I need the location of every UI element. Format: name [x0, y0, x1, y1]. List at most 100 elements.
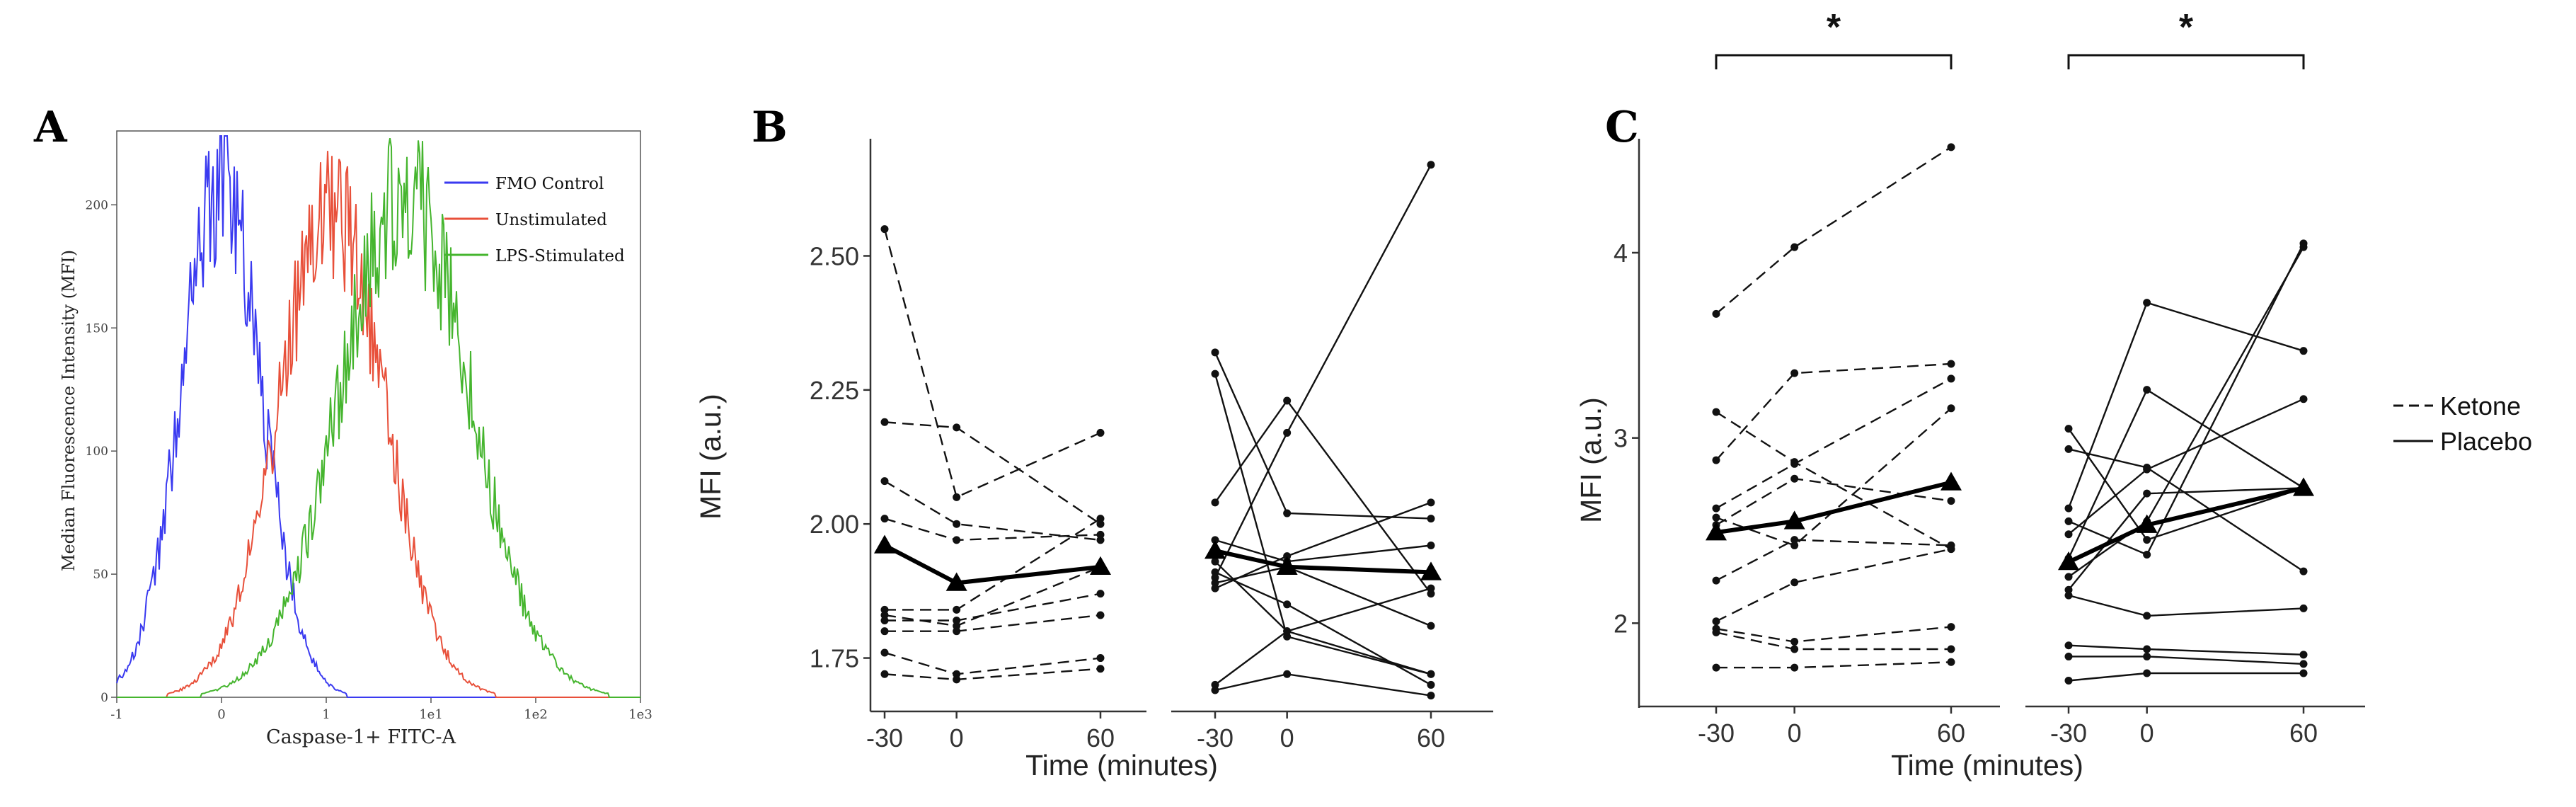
x-tick-label: 0	[1788, 719, 1802, 748]
data-point	[880, 617, 889, 625]
series-line-placebo	[1214, 673, 1432, 697]
legend-label-ketone: Ketone	[2440, 391, 2521, 420]
data-point	[2064, 517, 2073, 525]
mean-marker	[1276, 556, 1298, 576]
y-tick-label: 4	[1614, 239, 1628, 268]
significance-bracket	[2067, 54, 2305, 69]
data-point	[880, 627, 889, 636]
data-point	[880, 225, 889, 234]
x-tick-label: -30	[1698, 719, 1735, 748]
histogram-y-tick-label: 100	[86, 445, 108, 459]
series-line-ketone	[1715, 548, 1952, 622]
x-tick-label: 0	[1280, 723, 1294, 752]
data-point	[2064, 425, 2073, 433]
data-point	[1947, 645, 1955, 653]
series-line-ketone	[1715, 407, 1952, 546]
data-point	[1947, 404, 1955, 413]
histogram-x-tick-label: -1	[110, 707, 123, 722]
data-point	[880, 611, 889, 619]
legend-label-fmo: FMO Control	[495, 175, 604, 193]
data-point	[953, 670, 961, 678]
data-point	[2299, 243, 2308, 251]
histogram-curve-unstimulated	[117, 151, 640, 698]
data-point	[1427, 161, 1435, 169]
data-point	[953, 675, 961, 684]
data-point	[2064, 652, 2073, 660]
data-point	[1211, 498, 1219, 507]
data-point	[1211, 686, 1219, 694]
series-line-ketone	[1715, 477, 1952, 526]
data-point	[953, 605, 961, 614]
data-point	[2143, 669, 2151, 677]
data-point	[2299, 669, 2308, 677]
data-point	[1712, 408, 1720, 416]
group-legend: Ketone Placebo	[2393, 391, 2532, 456]
panel-b-x-axis-label: Time (minutes)	[1025, 749, 1218, 782]
series-line-placebo	[1214, 571, 1432, 686]
data-point	[1211, 348, 1219, 357]
data-point	[2143, 536, 2151, 544]
mean-marker	[874, 534, 895, 554]
y-tick-label: 2.50	[810, 241, 859, 270]
legend-label-unstimulated: Unstimulated	[495, 211, 607, 229]
data-point	[1790, 474, 1799, 483]
data-point	[1427, 622, 1435, 630]
histogram-y-tick-label: 50	[93, 568, 108, 582]
data-point	[1790, 541, 1799, 549]
data-point	[2299, 395, 2308, 404]
data-point	[2143, 551, 2151, 559]
series-line-placebo	[2068, 672, 2304, 682]
mean-marker	[2293, 477, 2314, 496]
significance-brackets: * *	[1715, 7, 2305, 69]
y-tick-label: 2	[1614, 609, 1628, 638]
panel-label-c: C	[1605, 103, 1639, 152]
mean-marker	[1706, 522, 1727, 541]
data-point	[1947, 623, 1955, 631]
series-line-placebo	[2068, 594, 2304, 617]
panel-c-axes: 2 3 4 -30 0 60 -30 0 60	[1614, 139, 2365, 748]
data-point	[1712, 663, 1720, 672]
data-point	[2064, 504, 2073, 513]
data-point	[953, 617, 961, 625]
data-point	[1790, 243, 1799, 251]
data-point	[2143, 652, 2151, 660]
data-point	[1947, 497, 1955, 505]
mean-line-ketone	[883, 543, 1101, 585]
data-point	[1211, 584, 1219, 593]
data-point	[1283, 396, 1292, 405]
mean-marker	[1090, 556, 1111, 576]
mean-marker	[1940, 471, 1962, 491]
data-point	[1790, 645, 1799, 653]
data-point	[1427, 670, 1435, 678]
data-point	[953, 622, 961, 630]
data-point	[2299, 567, 2308, 576]
panel-b-series	[874, 161, 1442, 700]
data-point	[2064, 676, 2073, 685]
data-point	[953, 493, 961, 501]
data-point	[1790, 663, 1799, 672]
series-line-ketone	[884, 480, 1101, 542]
series-line-ketone	[885, 593, 1101, 622]
legend-label-lps: LPS-Stimulated	[495, 247, 625, 265]
data-point	[1427, 515, 1435, 523]
data-point	[880, 670, 889, 678]
data-point	[2064, 445, 2073, 453]
x-tick-label: 0	[950, 723, 964, 752]
data-point	[1712, 504, 1720, 513]
series-line-ketone	[1715, 377, 1952, 510]
series-line-placebo	[2068, 448, 2304, 573]
histogram-curve-lps-stimulated	[117, 137, 640, 698]
data-point	[1790, 459, 1799, 468]
data-point	[1211, 370, 1219, 378]
series-line-placebo	[1214, 561, 1432, 675]
data-point	[2064, 585, 2073, 594]
line-panel-b: 1.75 2.00 2.25 2.50 -30 0 60 -30 0 60 Time (minut…	[694, 139, 1493, 782]
legend-label-placebo: Placebo	[2440, 427, 2532, 456]
x-tick-label: -30	[866, 723, 903, 752]
series-line-ketone	[1716, 661, 1952, 669]
significance-star: *	[1827, 7, 1841, 48]
data-point	[1096, 536, 1105, 544]
data-point	[1096, 654, 1105, 663]
panel-b-y-axis-label: MFI (a.u.)	[694, 394, 727, 520]
